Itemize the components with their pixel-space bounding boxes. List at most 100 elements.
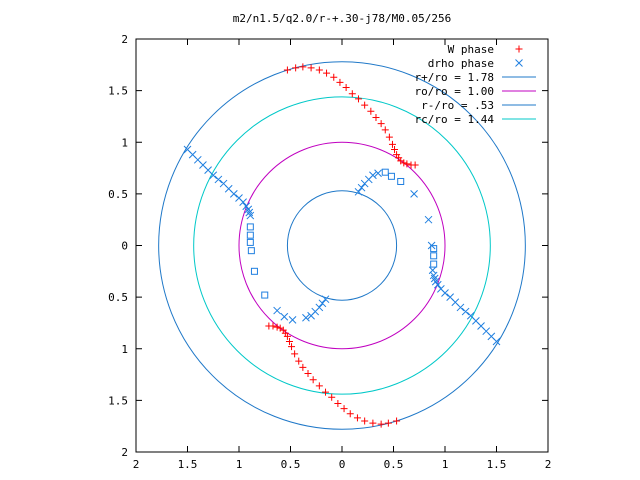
data-point xyxy=(410,190,418,198)
data-point xyxy=(385,133,393,141)
data-point xyxy=(428,266,437,275)
data-point xyxy=(323,69,331,77)
data-point xyxy=(285,338,293,346)
data-point xyxy=(466,311,475,320)
data-point xyxy=(246,238,254,246)
x-tick-label: 1 xyxy=(442,458,449,471)
data-point xyxy=(334,399,342,407)
data-point xyxy=(411,161,419,169)
data-point xyxy=(273,323,281,331)
y-tick-label: 1 xyxy=(121,343,128,356)
legend-label: rc/ro = 1.44 xyxy=(415,113,495,126)
x-tick-label: 0.5 xyxy=(384,458,404,471)
data-point xyxy=(403,160,411,168)
y-tick-label: 0.5 xyxy=(108,291,128,304)
data-point xyxy=(246,223,254,231)
data-point xyxy=(354,187,363,196)
data-point xyxy=(246,211,255,220)
data-point xyxy=(361,417,369,425)
data-point xyxy=(330,73,338,81)
data-point xyxy=(357,183,366,192)
data-point xyxy=(381,168,389,176)
legend-marker xyxy=(515,45,523,53)
data-point xyxy=(239,198,247,206)
circles-layer xyxy=(158,61,526,430)
data-point xyxy=(393,417,401,425)
data-point xyxy=(342,84,350,92)
data-point xyxy=(246,231,254,239)
reference-circle-2 xyxy=(286,190,398,301)
data-point xyxy=(377,120,385,128)
data-point xyxy=(391,145,399,153)
y-tick-label: 0.5 xyxy=(108,188,128,201)
x-tick-label: 1 xyxy=(236,458,243,471)
data-point xyxy=(265,322,273,330)
ticks-layer: 2 1.5 1 0.5 0 0.5 1 1.5 221.510.500.511.52 xyxy=(108,33,551,471)
data-point xyxy=(299,63,307,71)
y-tick-label: 0 xyxy=(121,240,128,253)
data-point xyxy=(348,90,356,98)
chart-title: m2/n1.5/q2.0/r-+.30-j78/M0.05/256 xyxy=(233,12,452,25)
data-point xyxy=(336,78,344,86)
data-point xyxy=(318,299,327,308)
data-point xyxy=(299,363,307,371)
data-point xyxy=(437,285,445,293)
data-point xyxy=(381,126,389,134)
reference-circle-0 xyxy=(158,61,526,430)
y-tick-label: 2 xyxy=(121,33,128,46)
points-layer xyxy=(183,63,501,428)
data-point xyxy=(322,388,330,396)
data-point xyxy=(430,245,438,253)
legend-label: drho phase xyxy=(428,57,494,70)
data-point xyxy=(302,313,310,322)
data-point xyxy=(430,252,438,260)
data-point xyxy=(280,312,289,321)
data-point xyxy=(283,66,291,74)
data-point xyxy=(354,95,362,103)
data-point xyxy=(214,175,223,184)
data-point xyxy=(307,311,315,320)
data-point xyxy=(340,405,348,413)
y-tick-label: 2 xyxy=(121,446,128,459)
legend-label: ro/ro = 1.00 xyxy=(415,85,494,98)
data-point xyxy=(372,113,380,121)
data-point xyxy=(273,306,281,315)
data-point xyxy=(446,293,455,301)
data-point xyxy=(247,247,255,255)
data-point xyxy=(430,260,438,268)
data-point xyxy=(424,215,433,224)
x-tick-label: 1.5 xyxy=(178,458,198,471)
data-point xyxy=(353,414,361,422)
data-point xyxy=(288,315,297,324)
data-point xyxy=(209,171,218,180)
data-point xyxy=(361,101,369,109)
data-point xyxy=(387,172,395,180)
x-tick-label: 2 xyxy=(133,458,140,471)
data-point xyxy=(328,393,336,401)
legend-label: W phase xyxy=(448,43,494,56)
x-tick-label: 0 xyxy=(339,458,346,471)
data-point xyxy=(346,410,354,418)
x-tick-label: 0.5 xyxy=(281,458,301,471)
x-tick-label: 1.5 xyxy=(487,458,507,471)
y-tick-label: 1.5 xyxy=(108,85,128,98)
data-point xyxy=(309,376,317,384)
data-point xyxy=(369,171,377,180)
x-tick-label: 2 xyxy=(545,458,552,471)
data-point xyxy=(397,177,405,185)
data-point xyxy=(461,307,470,316)
data-point xyxy=(261,291,269,299)
legend-label: r-/ro = .53 xyxy=(421,99,494,112)
legend-marker xyxy=(515,59,523,67)
data-point xyxy=(384,419,392,427)
data-point xyxy=(295,357,303,365)
data-point xyxy=(229,190,238,198)
data-point xyxy=(315,66,323,74)
reference-circle-1 xyxy=(238,141,446,350)
data-point xyxy=(292,64,300,72)
data-point xyxy=(400,159,408,167)
data-point xyxy=(367,107,375,115)
y-tick-label: 1 xyxy=(121,136,128,149)
